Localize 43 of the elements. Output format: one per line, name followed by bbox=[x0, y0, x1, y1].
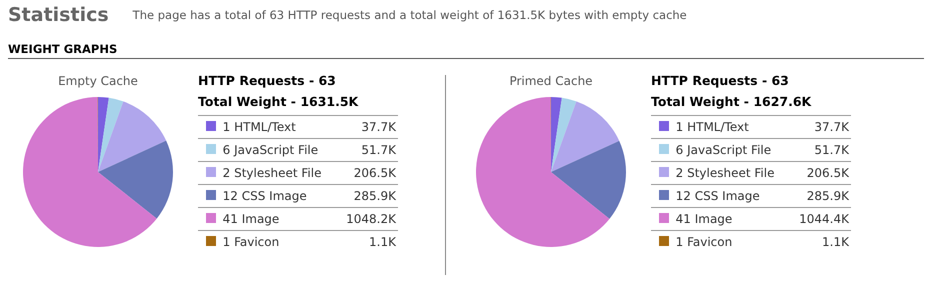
chart-title: Primed Cache bbox=[509, 74, 593, 88]
pie-slice bbox=[551, 101, 620, 172]
data-label: 1044.4K bbox=[790, 208, 851, 230]
pie-slice bbox=[551, 140, 626, 219]
data-label: 37.7K bbox=[337, 116, 398, 138]
legend-label: 1 HTML/Text bbox=[674, 116, 790, 138]
data-label: 1.1K bbox=[337, 230, 398, 253]
pie-slice bbox=[98, 97, 109, 172]
pie-slice bbox=[98, 101, 166, 172]
pie-slice bbox=[23, 97, 157, 247]
legend-label: 41 Image bbox=[674, 208, 790, 230]
data-label: 206.5K bbox=[790, 162, 851, 184]
pie-slice bbox=[476, 97, 610, 247]
text: WEIGHT GRAPHS bbox=[8, 42, 924, 59]
legend-label: 1 HTML/Text bbox=[220, 116, 338, 138]
legend-label: 2 Stylesheet File bbox=[220, 162, 338, 184]
pie-slice bbox=[551, 97, 562, 172]
data-label: 1048.2K bbox=[337, 208, 398, 230]
legend-label: 41 Image bbox=[220, 208, 338, 230]
legend-label: 1 Favicon bbox=[220, 230, 338, 253]
legend-label: 2 Stylesheet File bbox=[674, 162, 790, 184]
data-label: 1.1K bbox=[790, 230, 851, 253]
data-label: 37.7K bbox=[790, 116, 851, 138]
text: HTTP Requests - 63 bbox=[651, 73, 790, 88]
legend-label: 6 JavaScript File bbox=[220, 138, 338, 162]
legend-label: 12 CSS Image bbox=[220, 184, 338, 208]
text: HTTP Requests - 63 bbox=[198, 73, 337, 88]
text: Total Weight - 1627.6K bbox=[651, 94, 812, 109]
chart-title: Empty Cache bbox=[58, 74, 138, 88]
pie-slice bbox=[98, 140, 173, 219]
data-label: 51.7K bbox=[790, 138, 851, 162]
pie-slice bbox=[98, 98, 124, 172]
text: The page has a total of 63 HTTP requests and a total weight of 1631.5K bytes with empty cache bbox=[132, 8, 687, 22]
data-label: 285.9K bbox=[337, 184, 398, 208]
legend-label: 12 CSS Image bbox=[674, 184, 790, 208]
text: Statistics bbox=[8, 4, 109, 26]
data-label: 51.7K bbox=[337, 138, 398, 162]
data-label: 285.9K bbox=[790, 184, 851, 208]
text: Total Weight - 1631.5K bbox=[198, 94, 360, 109]
legend-label: 6 JavaScript File bbox=[674, 138, 790, 162]
pie-slice bbox=[551, 98, 576, 172]
legend-label: 1 Favicon bbox=[674, 230, 790, 253]
data-label: 206.5K bbox=[337, 162, 398, 184]
